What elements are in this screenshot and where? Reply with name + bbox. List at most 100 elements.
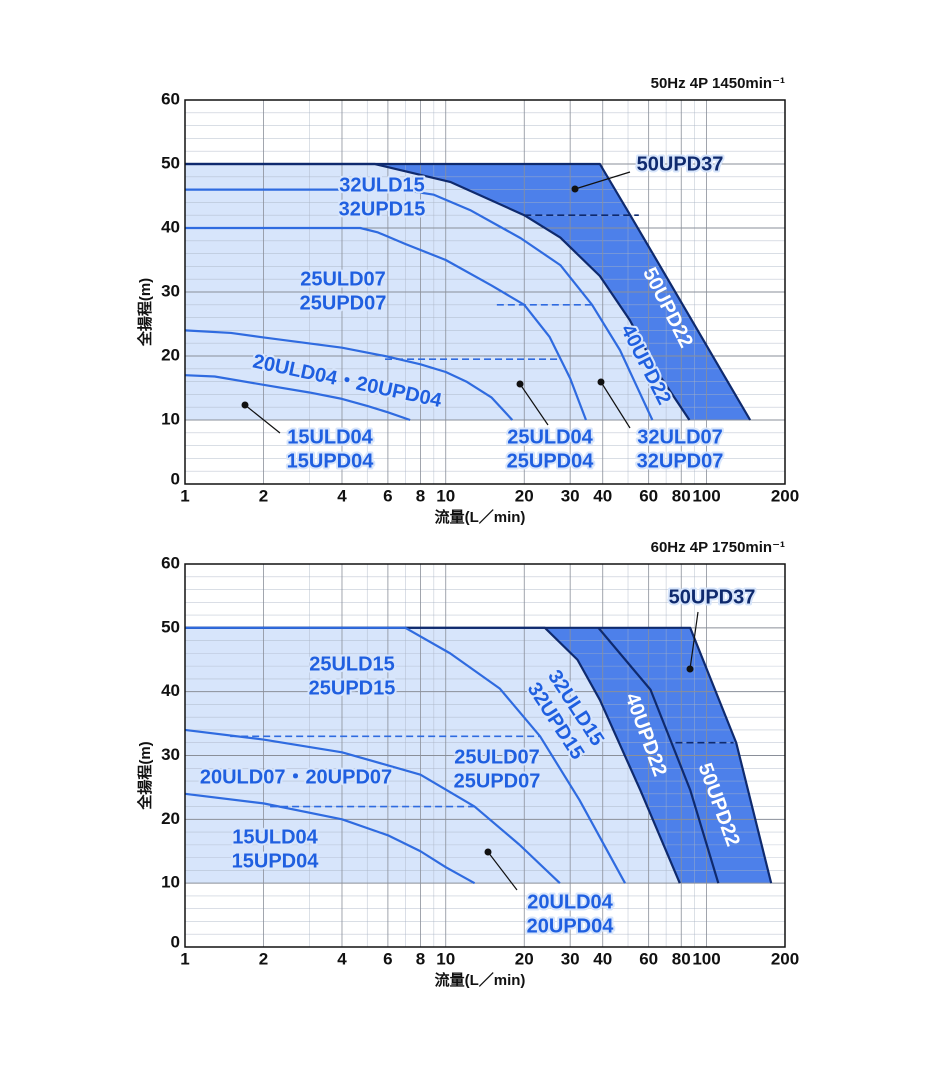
x-tick-label: 10 (436, 949, 455, 968)
x-axis-label: 流量(L／min) (435, 971, 526, 989)
x-tick-label: 6 (383, 486, 392, 505)
x-tick-label: 60 (639, 949, 658, 968)
y-tick-label: 10 (161, 409, 180, 428)
x-tick-label: 20 (515, 486, 534, 505)
pointer-dot (597, 378, 605, 386)
leader-line (487, 851, 518, 891)
x-tick-label: 30 (561, 486, 580, 505)
y-tick-label: 30 (161, 745, 180, 764)
curve (185, 162, 752, 421)
plot-frame (184, 563, 786, 948)
x-tick-label: 2 (259, 949, 268, 968)
x-tick-label: 8 (416, 949, 425, 968)
annotation-text: 15ULD04 (232, 826, 318, 848)
y-tick-label: 20 (161, 809, 180, 828)
annotation: 50UPD37 (635, 151, 726, 177)
x-tick-label: 1 (180, 949, 189, 968)
annotation-text: 25ULD04 (507, 426, 593, 448)
annotation-text: 20ULD04 (527, 891, 613, 913)
annotation-text: 25ULD07 (300, 268, 386, 290)
chart-title: 60Hz 4P 1750min⁻¹ (651, 539, 785, 556)
leader-line (600, 381, 631, 429)
curve (185, 162, 691, 421)
y-tick-label: 50 (161, 617, 180, 636)
annotation-text: 32ULD07 (637, 426, 723, 448)
leader-line (574, 171, 631, 190)
y-axis-label: 全揚程(m) (136, 741, 154, 810)
annotation-text: 15UPD04 (232, 850, 320, 872)
x-tick-label: 2 (259, 486, 268, 505)
x-tick-label: 8 (416, 486, 425, 505)
annotation-text: 25UPD07 (300, 292, 387, 314)
curve (184, 792, 476, 885)
pointer-dot (571, 185, 579, 193)
x-tick-label: 80 (672, 486, 691, 505)
annotation-text: 20ULD07・20UPD07 (200, 766, 392, 788)
x-tick-label: 40 (593, 949, 612, 968)
curve (185, 626, 626, 884)
annotation-text: 50UPD37 (669, 586, 756, 608)
annotation-text: 20UPD04 (527, 915, 615, 937)
x-tick-label: 4 (337, 949, 347, 968)
y-tick-label: 0 (171, 932, 180, 951)
y-tick-label: 60 (161, 553, 180, 572)
curve (185, 626, 681, 884)
curve (184, 728, 561, 884)
x-tick-label: 80 (672, 949, 691, 968)
annotation-text: 32ULD15 (339, 174, 425, 196)
pointer-dot (241, 401, 249, 409)
x-tick-label: 200 (771, 949, 799, 968)
curve (597, 627, 720, 884)
x-tick-label: 6 (383, 949, 392, 968)
annotation-text: 50UPD37 (637, 153, 724, 175)
annotation-text: 25UPD07 (454, 770, 541, 792)
x-tick-label: 30 (561, 949, 580, 968)
chart-title: 50Hz 4P 1450min⁻¹ (651, 75, 785, 92)
curve (184, 329, 514, 421)
y-tick-label: 20 (161, 345, 180, 364)
x-axis-label: 流量(L／min) (435, 508, 526, 526)
y-tick-label: 50 (161, 153, 180, 172)
x-tick-label: 10 (436, 486, 455, 505)
annotation: 50UPD37 (667, 584, 758, 610)
annotation-text: 32UPD07 (637, 450, 724, 472)
pointer-dot (516, 380, 524, 388)
y-tick-label: 40 (161, 217, 180, 236)
x-tick-label: 40 (593, 486, 612, 505)
leader-line (689, 611, 699, 670)
y-tick-label: 0 (171, 469, 180, 488)
x-tick-label: 200 (771, 486, 799, 505)
curve (185, 188, 654, 421)
pointer-dot (686, 665, 694, 673)
y-axis-label: 全揚程(m) (136, 278, 154, 347)
x-tick-label: 20 (515, 949, 534, 968)
x-tick-label: 100 (692, 486, 720, 505)
pointer-dot (484, 848, 492, 856)
curve (184, 374, 411, 422)
annotation: 20ULD07・20UPD07 (198, 764, 394, 790)
annotation-text: 25UPD15 (309, 677, 396, 699)
plot-frame (184, 99, 786, 485)
y-tick-label: 60 (161, 89, 180, 108)
curve (185, 226, 588, 421)
annotation-text: 15UPD04 (287, 450, 375, 472)
annotation-text: 32UPD15 (339, 198, 426, 220)
annotation-text: 25ULD15 (309, 653, 395, 675)
y-tick-label: 40 (161, 681, 180, 700)
annotation-text: 25ULD07 (454, 746, 540, 768)
y-tick-label: 30 (161, 281, 180, 300)
leader-line (519, 383, 549, 426)
annotation-text: 25UPD04 (507, 450, 595, 472)
leader-line (244, 404, 281, 434)
x-tick-label: 100 (692, 949, 720, 968)
x-tick-label: 60 (639, 486, 658, 505)
y-tick-label: 10 (161, 873, 180, 892)
